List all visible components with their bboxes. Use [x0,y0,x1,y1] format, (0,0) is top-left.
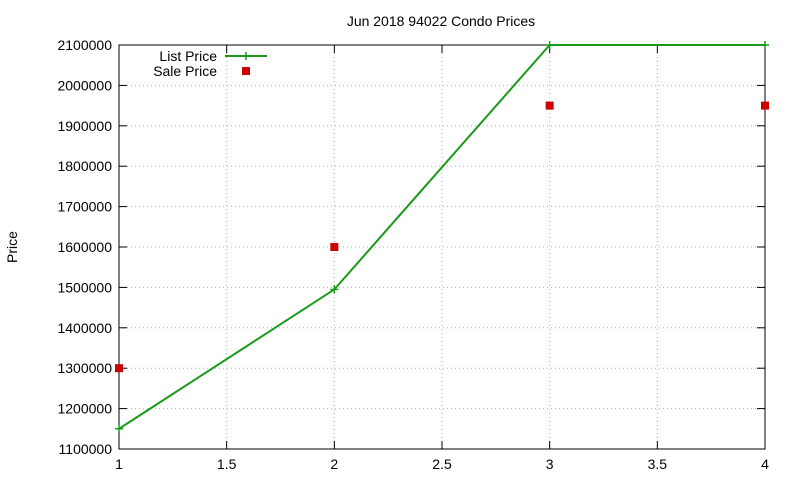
y-tick-label: 1300000 [57,360,112,376]
y-tick-label: 1900000 [57,118,112,134]
y-tick-label: 1800000 [57,158,112,174]
sale-price-point [761,101,769,110]
y-tick-label: 1600000 [57,239,112,255]
legend-label-list-price: List Price [159,48,217,64]
sale-price-point [545,101,554,110]
y-tick-label: 2000000 [57,77,112,93]
sale-price-point [330,243,339,251]
y-tick-label: 1100000 [59,441,113,457]
series-layer [115,41,769,433]
y-tick-label: 1400000 [57,320,112,336]
legend-swatch-sale-price [242,67,250,75]
grid-lines [119,45,765,449]
x-tick-label: 2 [330,456,338,472]
axis-ticks: 1100000 1200000 1300000 1400000 1500000 16000… [57,37,769,472]
list-price-point [115,424,123,433]
x-tick-label: 3.5 [648,456,668,472]
x-tick-label: 4 [761,456,769,472]
y-tick-label: 2100000 [57,37,112,53]
y-axis-label: Price [4,231,20,263]
list-price-line [118,44,765,430]
sale-price-point [115,364,123,373]
x-tick-label: 1.5 [217,456,237,472]
y-tick-label: 1200000 [57,401,112,417]
list-price-point [761,41,769,49]
x-tick-label: 3 [546,456,554,472]
y-tick-label: 1500000 [57,279,112,295]
legend-label-sale-price: Sale Price [153,63,217,79]
list-price-point [330,285,339,294]
list-price-point [545,41,554,49]
x-tick-label: 1 [115,456,123,472]
chart-title: Jun 2018 94022 Condo Prices [347,13,535,29]
x-tick-label: 2.5 [432,456,452,472]
y-tick-label: 1700000 [57,199,112,215]
